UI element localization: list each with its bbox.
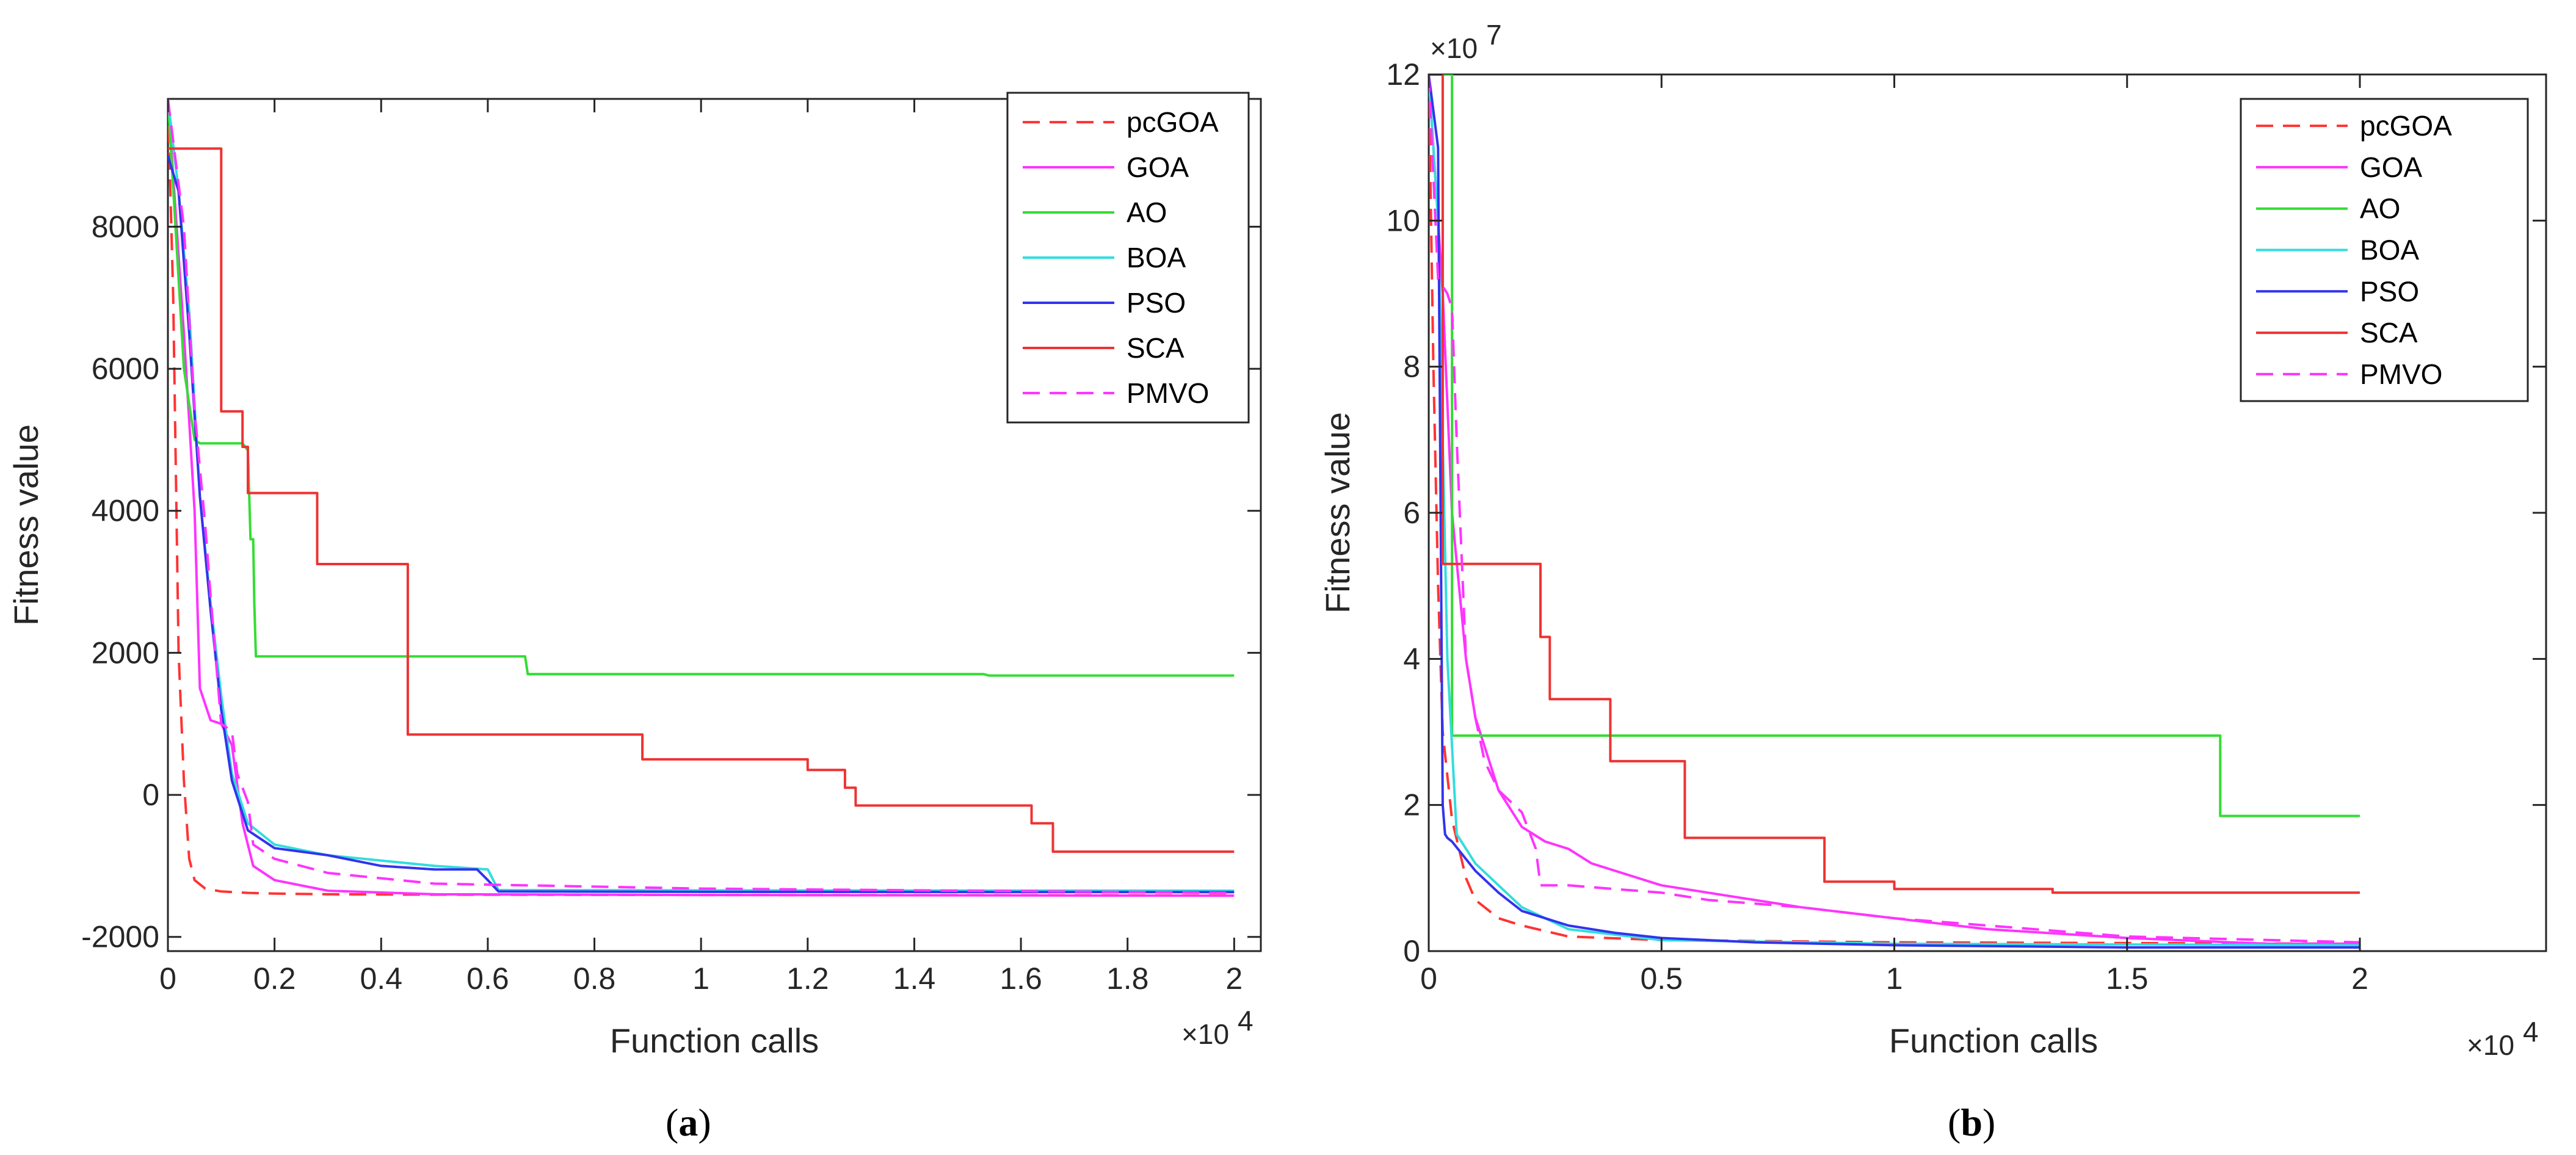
y-tick-label: 6 [1403,496,1420,530]
legend-label-ao: AO [2360,193,2400,225]
x-axis-label: Function calls [1889,1021,2098,1060]
series-line-sca [1429,74,2360,894]
series-line-pso [168,155,1235,894]
y-axis-label: Fitness value [7,424,45,626]
x-tick-label: 2 [1225,961,1243,996]
x-tick-label: 0.4 [360,961,403,996]
x-tick-label: 0.6 [466,961,509,996]
panel-caption: (b) [1948,1101,1995,1144]
series-line-sca [168,147,1235,853]
y-tick-label: 0 [142,778,159,812]
y-tick-label: 2000 [92,635,159,670]
y-tick-label: 4 [1403,642,1420,676]
x-tick-label: 1.8 [1106,961,1149,996]
legend-label-ao: AO [1127,197,1167,228]
series-line-pmvo [1429,74,2360,944]
series-line-goa [168,99,1235,897]
series-line-pso [1429,74,2360,949]
x-exponent-label: ×10 [2467,1029,2514,1061]
y-tick-label: 4000 [92,494,159,528]
legend-label-goa: GOA [1127,151,1189,183]
x-tick-label: 1 [692,961,709,996]
plot-area [168,99,1235,897]
y-tick-label: 8000 [92,209,159,244]
y-tick-label: 6000 [92,352,159,386]
x-exponent-power: 4 [1238,1005,1254,1037]
legend-label-goa: GOA [2360,151,2423,183]
legend-label-pso: PSO [1127,287,1186,319]
y-tick-label: 0 [1403,934,1420,968]
y-tick-label: -2000 [81,920,159,954]
x-exponent-label: ×10 [1181,1018,1229,1050]
chart-panel-b: 0 0.5 1 1.5 2 0 2 4 6 8 10 12 Function calls Fitness … [1318,19,2547,1144]
x-tick-label: 1.6 [1000,961,1042,996]
legend-label-boa: BOA [2360,234,2419,266]
legend-label-pcgoa: pcGOA [2360,110,2452,142]
x-tick-label: 2 [2351,961,2368,996]
legend-label-boa: BOA [1127,242,1186,273]
y-exponent-power: 7 [1486,19,1502,51]
series-line-pmvo [168,99,1235,894]
y-tick-label: 12 [1386,57,1420,92]
x-tick-label: 1.5 [2106,961,2149,996]
legend-label-sca: SCA [1127,332,1185,364]
chart-panel-a: 0 0.2 0.4 0.6 0.8 1 1.2 1.4 1.6 1.8 2-200002000400… [7,92,1262,1144]
x-tick-label: 0 [159,961,176,996]
x-tick-label: 1 [1886,961,1903,996]
legend-label-pmvo: PMVO [2360,358,2442,390]
legend-label-pcgoa: pcGOA [1127,106,1219,138]
legend: pcGOA GOA AO BOA PSO SCA PMVO [2240,98,2529,402]
y-tick-label: 8 [1403,350,1420,384]
x-tick-label: 1.2 [786,961,829,996]
y-tick-label: 10 [1386,203,1420,237]
y-axis-label: Fitness value [1318,412,1357,614]
x-tick-label: 0.2 [253,961,296,996]
y-tick-label: 2 [1403,788,1420,822]
legend: pcGOA GOA AO BOA PSO SCA PMVO [1006,92,1250,424]
x-tick-label: 0.8 [573,961,616,996]
y-exponent-label: ×10 [1430,32,1478,64]
legend-label-pso: PSO [2360,275,2419,307]
x-tick-label: 1.4 [893,961,936,996]
x-exponent-power: 4 [2523,1016,2539,1048]
x-tick-label: 0.5 [1640,961,1683,996]
x-axis-label: Function calls [610,1021,819,1060]
panel-caption: (a) [666,1101,711,1144]
series-line-ao [1429,74,2360,817]
legend-label-sca: SCA [2360,317,2418,349]
legend-label-pmvo: PMVO [1127,377,1209,409]
x-tick-label: 0 [1420,961,1437,996]
